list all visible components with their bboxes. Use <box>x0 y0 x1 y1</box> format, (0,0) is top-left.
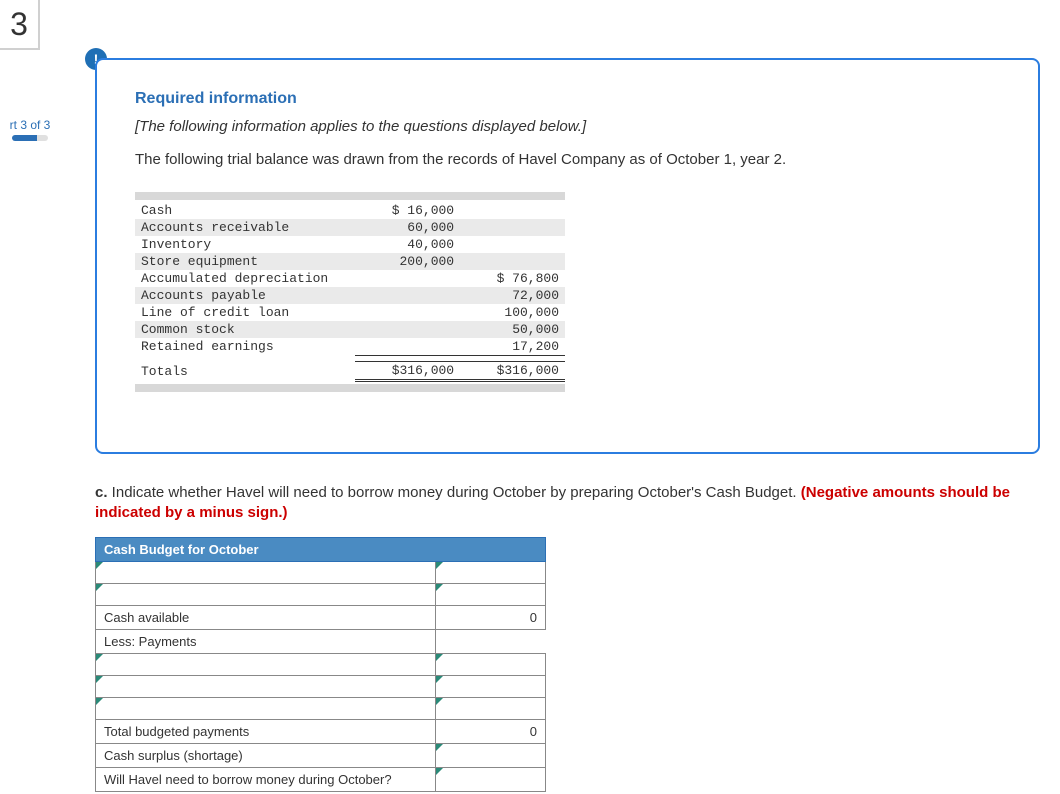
budget-value <box>436 630 546 654</box>
trial-balance-table: Cash$ 16,000Accounts receivable60,000Inv… <box>135 192 565 392</box>
tb-credit <box>460 219 565 236</box>
tb-credit: 17,200 <box>460 338 565 356</box>
required-info-body: The following trial balance was drawn fr… <box>135 151 1000 168</box>
budget-label: Cash available <box>96 606 436 630</box>
tb-account-name: Accounts payable <box>135 287 355 304</box>
tb-account-name: Accumulated depreciation <box>135 270 355 287</box>
tb-debit: 200,000 <box>355 253 460 270</box>
tb-debit <box>355 287 460 304</box>
edit-indicator-icon <box>436 698 443 705</box>
budget-value-input[interactable] <box>436 584 546 606</box>
budget-value-input[interactable] <box>436 768 546 792</box>
tb-account-name: Common stock <box>135 321 355 338</box>
tb-credit: $ 76,800 <box>460 270 565 287</box>
tb-account-name: Cash <box>135 202 355 219</box>
budget-label: Cash surplus (shortage) <box>96 744 436 768</box>
budget-row <box>96 698 546 720</box>
tb-totals-debit: $316,000 <box>355 362 460 381</box>
tb-debit: $ 16,000 <box>355 202 460 219</box>
budget-row <box>96 676 546 698</box>
part-indicator: rt 3 of 3 <box>0 118 60 132</box>
tb-debit <box>355 321 460 338</box>
budget-row: Less: Payments <box>96 630 546 654</box>
edit-indicator-icon <box>96 676 103 683</box>
budget-row <box>96 562 546 584</box>
required-info-box: Required information [The following info… <box>95 58 1040 454</box>
tb-debit <box>355 270 460 287</box>
tb-account-name: Line of credit loan <box>135 304 355 321</box>
tb-account-name: Store equipment <box>135 253 355 270</box>
budget-value-input[interactable] <box>436 744 546 768</box>
budget-label-input[interactable] <box>96 584 436 606</box>
tb-credit: 50,000 <box>460 321 565 338</box>
budget-label-input[interactable] <box>96 562 436 584</box>
question-c-body: Indicate whether Havel will need to borr… <box>108 484 801 501</box>
question-number: 3 <box>0 0 40 50</box>
edit-indicator-icon <box>436 584 443 591</box>
edit-indicator-icon <box>436 768 443 775</box>
budget-value-input[interactable] <box>436 676 546 698</box>
budget-label-input[interactable] <box>96 676 436 698</box>
edit-indicator-icon <box>96 698 103 705</box>
tb-debit: 40,000 <box>355 236 460 253</box>
tb-debit <box>355 338 460 356</box>
question-c-letter: c. <box>95 484 108 501</box>
tb-totals-label: Totals <box>135 362 355 381</box>
budget-value-input[interactable] <box>436 562 546 584</box>
edit-indicator-icon <box>436 562 443 569</box>
tb-credit <box>460 253 565 270</box>
tb-credit <box>460 236 565 253</box>
edit-indicator-icon <box>96 562 103 569</box>
tb-account-name: Inventory <box>135 236 355 253</box>
budget-value-input[interactable] <box>436 698 546 720</box>
tb-account-name: Retained earnings <box>135 338 355 356</box>
budget-label: Less: Payments <box>96 630 436 654</box>
edit-indicator-icon <box>96 584 103 591</box>
tb-account-name: Accounts receivable <box>135 219 355 236</box>
budget-row <box>96 584 546 606</box>
tb-debit <box>355 304 460 321</box>
budget-label-input[interactable] <box>96 698 436 720</box>
budget-row <box>96 654 546 676</box>
cash-budget-header: Cash Budget for October <box>96 538 546 562</box>
tb-totals-credit: $316,000 <box>460 362 565 381</box>
budget-value: 0 <box>436 720 546 744</box>
tb-debit: 60,000 <box>355 219 460 236</box>
question-c: c. Indicate whether Havel will need to b… <box>95 483 1040 524</box>
cash-budget-wrap: Cash Budget for October Cash available0L… <box>95 537 546 792</box>
budget-row: Cash available0 <box>96 606 546 630</box>
budget-row: Cash surplus (shortage) <box>96 744 546 768</box>
edit-indicator-icon <box>436 654 443 661</box>
budget-label-input[interactable] <box>96 654 436 676</box>
edit-indicator-icon <box>436 744 443 751</box>
edit-indicator-icon <box>436 676 443 683</box>
tb-credit: 100,000 <box>460 304 565 321</box>
edit-indicator-icon <box>96 654 103 661</box>
tb-credit <box>460 202 565 219</box>
tb-credit: 72,000 <box>460 287 565 304</box>
budget-label: Total budgeted payments <box>96 720 436 744</box>
required-info-title: Required information <box>135 90 1000 108</box>
budget-row: Will Havel need to borrow money during O… <box>96 768 546 792</box>
budget-label: Will Havel need to borrow money during O… <box>96 768 436 792</box>
budget-row: Total budgeted payments0 <box>96 720 546 744</box>
budget-value: 0 <box>436 606 546 630</box>
required-info-note: [The following information applies to th… <box>135 118 1000 135</box>
cash-budget-table: Cash Budget for October Cash available0L… <box>95 537 546 792</box>
progress-bar <box>12 135 48 141</box>
budget-value-input[interactable] <box>436 654 546 676</box>
